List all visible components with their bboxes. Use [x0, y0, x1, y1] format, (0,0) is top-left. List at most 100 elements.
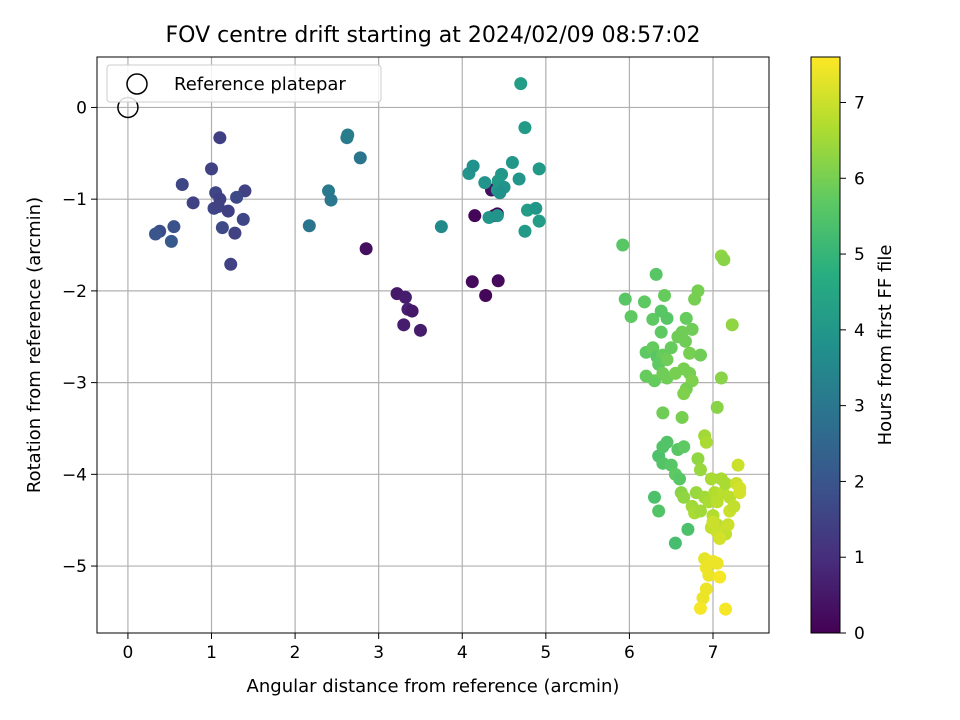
- data-point: [529, 201, 543, 215]
- data-point: [514, 77, 528, 91]
- legend-marker-reference: [126, 73, 148, 95]
- legend-label-reference: Reference platepar: [174, 74, 346, 95]
- data-point: [213, 131, 227, 145]
- y-tick-label: −3: [62, 374, 87, 394]
- y-axis-label: Rotation from reference (arcmin): [24, 197, 45, 493]
- data-point: [691, 452, 705, 466]
- data-point: [491, 274, 505, 288]
- data-point: [721, 518, 735, 532]
- data-point: [677, 490, 691, 504]
- data-point: [702, 568, 716, 582]
- colorbar-tick-label: 5: [854, 245, 865, 265]
- data-point: [228, 226, 242, 240]
- data-point: [149, 227, 163, 241]
- data-point: [677, 387, 691, 401]
- data-point: [221, 204, 235, 218]
- data-point: [211, 200, 225, 214]
- data-point: [230, 190, 244, 204]
- data-point: [658, 288, 672, 302]
- data-point: [646, 312, 660, 326]
- data-point: [618, 292, 632, 306]
- data-point: [727, 499, 741, 513]
- data-point: [704, 472, 718, 486]
- x-tick-label: 0: [123, 643, 134, 663]
- colorbar-tick-label: 3: [854, 397, 865, 417]
- data-point: [733, 486, 747, 500]
- data-point: [685, 322, 699, 336]
- data-point: [693, 601, 707, 615]
- data-point: [532, 162, 546, 176]
- y-tick-label: −4: [62, 465, 87, 485]
- data-point: [637, 295, 651, 309]
- data-point: [505, 155, 519, 169]
- data-point: [649, 267, 663, 281]
- colorbar-tick-label: 1: [854, 548, 865, 568]
- data-point: [654, 325, 668, 339]
- data-point: [719, 476, 733, 490]
- colorbar-tick-label: 2: [854, 472, 865, 492]
- data-point: [397, 318, 411, 332]
- data-point: [413, 323, 427, 337]
- data-point: [660, 435, 674, 449]
- data-point: [719, 602, 733, 616]
- plot-frame: [96, 56, 770, 634]
- data-point: [693, 504, 707, 518]
- data-point: [660, 353, 674, 367]
- data-point: [647, 490, 661, 504]
- data-point: [341, 128, 355, 142]
- data-point: [677, 440, 691, 454]
- data-point: [175, 177, 189, 191]
- data-point: [224, 257, 238, 271]
- data-point: [693, 463, 707, 477]
- colorbar-tick-label: 7: [854, 93, 865, 113]
- data-point: [215, 221, 229, 235]
- x-axis-label: Angular distance from reference (arcmin): [247, 676, 620, 697]
- data-point: [479, 288, 493, 302]
- colorbar: 0 1 2 3 4 5 6 7 Hours from first FF file: [810, 56, 896, 644]
- data-point: [405, 304, 419, 318]
- data-point: [353, 151, 367, 165]
- data-point: [518, 224, 532, 238]
- data-point: [713, 570, 727, 584]
- colorbar-tick-label: 4: [854, 321, 865, 341]
- data-point: [490, 209, 504, 223]
- data-point: [668, 536, 682, 550]
- data-point: [678, 334, 692, 348]
- colorbar-ticks: 0 1 2 3 4 5 6 7: [840, 93, 865, 644]
- data-point: [512, 172, 526, 186]
- x-tick-label: 5: [540, 643, 551, 663]
- data-point: [647, 374, 661, 388]
- legend-box: [106, 64, 382, 103]
- colorbar-label: Hours from first FF file: [875, 245, 896, 446]
- x-tick-label: 2: [290, 643, 301, 663]
- colorbar-tick-label: 6: [854, 169, 865, 189]
- y-tick-label: −5: [62, 557, 87, 577]
- data-point: [699, 582, 713, 596]
- data-point: [466, 159, 480, 173]
- y-axis-ticks: 0 −1 −2 −3 −4 −5: [62, 98, 97, 577]
- colorbar-gradient: [810, 56, 841, 634]
- data-point: [532, 214, 546, 228]
- data-point: [616, 238, 630, 252]
- data-point: [683, 346, 697, 360]
- data-point: [493, 186, 507, 200]
- data-point: [660, 311, 674, 325]
- x-tick-label: 3: [373, 643, 384, 663]
- grid-lines: [97, 57, 769, 633]
- data-point: [681, 522, 695, 536]
- y-tick-label: 0: [76, 98, 87, 118]
- x-axis-ticks: 0 1 2 3 4 5 6 7: [123, 633, 719, 663]
- data-point: [434, 220, 448, 234]
- x-tick-label: 4: [457, 643, 468, 663]
- data-point: [714, 371, 728, 385]
- data-point: [731, 458, 745, 472]
- x-tick-label: 7: [708, 643, 719, 663]
- data-point: [679, 311, 693, 325]
- data-point: [324, 193, 338, 207]
- data-point: [699, 435, 713, 449]
- data-point: [706, 515, 720, 529]
- data-point: [691, 284, 705, 298]
- data-point: [465, 275, 479, 289]
- data-point: [186, 196, 200, 210]
